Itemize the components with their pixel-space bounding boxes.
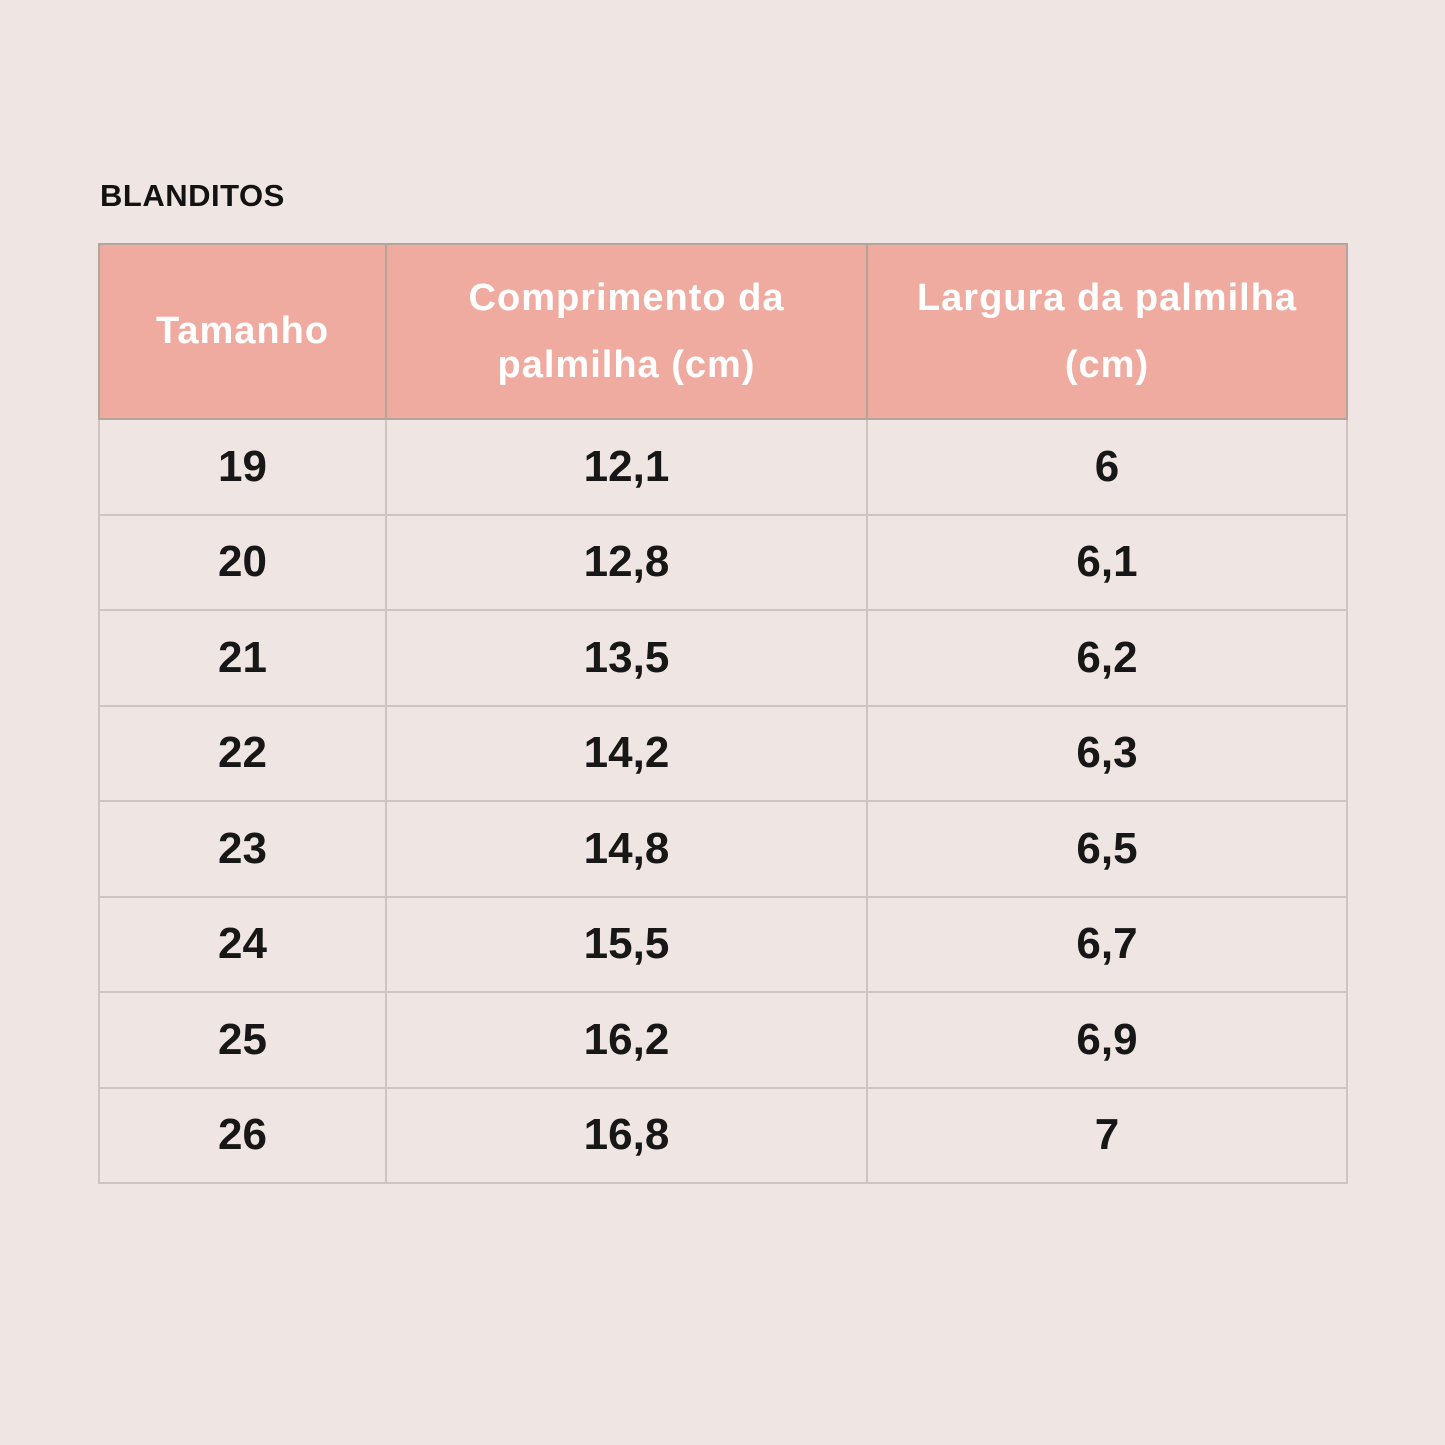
cell-size: 26 — [98, 1086, 387, 1184]
cell-length: 16,2 — [385, 991, 868, 1089]
table-row: 20 12,8 6,1 — [98, 513, 1348, 611]
cell-width: 7 — [866, 1086, 1348, 1184]
size-chart-table: Tamanho Comprimento da palmilha (cm) Lar… — [98, 243, 1348, 1184]
column-header-comprimento: Comprimento da palmilha (cm) — [385, 243, 868, 420]
cell-width: 6 — [866, 418, 1348, 516]
table-row: 21 13,5 6,2 — [98, 609, 1348, 707]
table-row: 26 16,8 7 — [98, 1086, 1348, 1184]
cell-size: 20 — [98, 513, 387, 611]
page-title: BLANDITOS — [100, 178, 285, 213]
cell-length: 13,5 — [385, 609, 868, 707]
cell-width: 6,5 — [866, 800, 1348, 898]
column-header-tamanho: Tamanho — [98, 243, 387, 420]
cell-size: 22 — [98, 704, 387, 802]
cell-length: 15,5 — [385, 895, 868, 993]
cell-size: 19 — [98, 418, 387, 516]
table-row: 22 14,2 6,3 — [98, 704, 1348, 802]
column-header-largura: Largura da palmilha (cm) — [866, 243, 1348, 420]
cell-width: 6,2 — [866, 609, 1348, 707]
cell-size: 24 — [98, 895, 387, 993]
cell-size: 21 — [98, 609, 387, 707]
table-row: 23 14,8 6,5 — [98, 800, 1348, 898]
cell-length: 16,8 — [385, 1086, 868, 1184]
cell-width: 6,7 — [866, 895, 1348, 993]
table-row: 19 12,1 6 — [98, 418, 1348, 516]
table-row: 24 15,5 6,7 — [98, 895, 1348, 993]
cell-size: 23 — [98, 800, 387, 898]
table-header-row: Tamanho Comprimento da palmilha (cm) Lar… — [98, 243, 1348, 420]
table-row: 25 16,2 6,9 — [98, 991, 1348, 1089]
cell-width: 6,3 — [866, 704, 1348, 802]
cell-length: 12,1 — [385, 418, 868, 516]
cell-width: 6,9 — [866, 991, 1348, 1089]
cell-length: 14,2 — [385, 704, 868, 802]
cell-length: 14,8 — [385, 800, 868, 898]
cell-size: 25 — [98, 991, 387, 1089]
cell-length: 12,8 — [385, 513, 868, 611]
cell-width: 6,1 — [866, 513, 1348, 611]
